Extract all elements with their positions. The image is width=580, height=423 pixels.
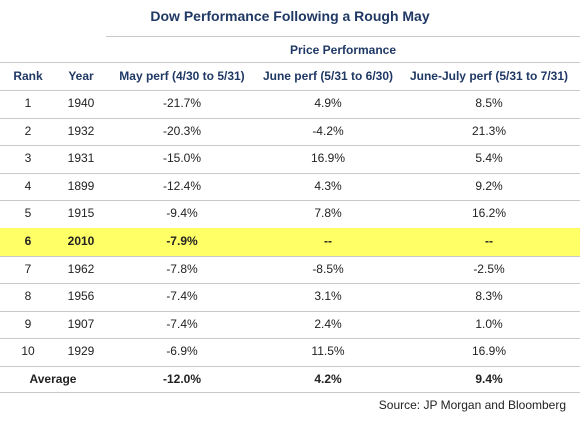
cell-june-july: 5.4% bbox=[475, 151, 503, 166]
price-performance-header: Price Performance bbox=[106, 36, 580, 63]
cell-year: 1899 bbox=[67, 178, 95, 193]
cell-may: -7.8% bbox=[166, 261, 198, 276]
cell-year: 1932 bbox=[67, 123, 95, 138]
row-divider bbox=[0, 117, 580, 119]
cell-year: 1956 bbox=[67, 289, 95, 304]
column-header-row: Rank Year May perf (4/30 to 5/31) June p… bbox=[0, 62, 580, 90]
table-row: 8 1956 -7.4% 3.1% 8.3% bbox=[0, 283, 580, 311]
average-june: 4.2% bbox=[314, 372, 342, 386]
cell-may: -7.9% bbox=[166, 234, 198, 248]
cell-may: -7.4% bbox=[166, 316, 198, 331]
cell-year: 2010 bbox=[67, 234, 95, 248]
cell-rank: 7 bbox=[24, 261, 32, 276]
cell-june-july: 21.3% bbox=[471, 123, 507, 138]
cell-june: 4.9% bbox=[314, 96, 342, 110]
average-label: Average bbox=[29, 372, 77, 386]
cell-june-july: 1.0% bbox=[475, 316, 503, 331]
cell-rank: 9 bbox=[24, 316, 32, 331]
cell-may: -9.4% bbox=[166, 206, 198, 221]
cell-rank: 3 bbox=[24, 151, 32, 166]
header-divider-bottom bbox=[0, 90, 580, 91]
table-row: 4 1899 -12.4% 4.3% 9.2% bbox=[0, 173, 580, 201]
cell-may: -12.4% bbox=[162, 178, 202, 193]
cell-june-july: 8.5% bbox=[475, 96, 503, 110]
cell-year: 1931 bbox=[67, 151, 95, 166]
cell-june: 2.4% bbox=[314, 316, 342, 331]
table-row: 6 2010 -7.9% -- -- bbox=[0, 228, 580, 256]
cell-year: 1907 bbox=[67, 316, 95, 331]
cell-june-july: -- bbox=[485, 234, 493, 248]
cell-rank: 8 bbox=[24, 289, 32, 304]
row-divider bbox=[0, 310, 580, 312]
column-header-rank: Rank bbox=[13, 69, 43, 83]
cell-june-july: 9.2% bbox=[475, 178, 503, 193]
cell-june: -4.2% bbox=[312, 123, 344, 138]
cell-rank: 4 bbox=[24, 178, 32, 193]
cell-rank: 1 bbox=[24, 96, 32, 110]
column-header-year: Year bbox=[68, 69, 94, 83]
cell-year: 1940 bbox=[67, 96, 95, 110]
cell-year: 1915 bbox=[67, 206, 95, 221]
cell-june: 7.8% bbox=[314, 206, 342, 221]
row-divider bbox=[0, 366, 580, 367]
cell-june: -- bbox=[324, 234, 332, 248]
cell-may: -20.3% bbox=[162, 123, 202, 138]
cell-june: 11.5% bbox=[311, 344, 345, 359]
cell-year: 1929 bbox=[67, 344, 95, 359]
table-title: Dow Performance Following a Rough May bbox=[150, 8, 430, 24]
cell-rank: 2 bbox=[24, 123, 32, 138]
cell-may: -21.7% bbox=[162, 96, 202, 110]
average-may: -12.0% bbox=[162, 372, 202, 386]
cell-june-july: 16.9% bbox=[471, 344, 507, 359]
cell-june: 4.3% bbox=[314, 178, 342, 193]
cell-may: -6.9% bbox=[166, 344, 198, 359]
table-row: 2 1932 -20.3% -4.2% 21.3% bbox=[0, 118, 580, 146]
cell-rank: 10 bbox=[21, 344, 35, 359]
row-divider bbox=[0, 283, 580, 285]
cell-june-july: -2.5% bbox=[473, 261, 505, 276]
column-header-june: June perf (5/31 to 6/30) bbox=[262, 69, 394, 83]
cell-may: -7.4% bbox=[166, 289, 198, 304]
table-row: 3 1931 -15.0% 16.9% 5.4% bbox=[0, 145, 580, 173]
column-header-may: May perf (4/30 to 5/31) bbox=[119, 69, 245, 83]
cell-rank: 5 bbox=[24, 206, 32, 221]
row-divider bbox=[0, 255, 580, 257]
source-note: Source: JP Morgan and Bloomberg bbox=[378, 398, 566, 412]
table-row: 9 1907 -7.4% 2.4% 1.0% bbox=[0, 311, 580, 339]
cell-may: -15.0% bbox=[162, 151, 202, 166]
cell-year: 1962 bbox=[67, 261, 95, 276]
cell-june: 16.9% bbox=[310, 151, 346, 166]
cell-june-july: 16.2% bbox=[471, 206, 507, 221]
average-june-july: 9.4% bbox=[475, 372, 503, 386]
cell-june: -8.5% bbox=[312, 261, 344, 276]
row-divider bbox=[0, 338, 580, 340]
column-header-june-july: June-July perf (5/31 to 7/31) bbox=[409, 69, 569, 83]
row-divider bbox=[0, 200, 580, 202]
cell-june-july: 8.3% bbox=[475, 289, 503, 304]
header-divider-top bbox=[0, 62, 580, 63]
table-row: 10 1929 -6.9% 11.5% 16.9% bbox=[0, 338, 580, 366]
table-row: 5 1915 -9.4% 7.8% 16.2% bbox=[0, 200, 580, 228]
cell-june: 3.1% bbox=[314, 289, 342, 304]
average-row: Average -12.0% 4.2% 9.4% bbox=[0, 366, 580, 392]
cell-rank: 6 bbox=[24, 234, 32, 248]
table-row: 7 1962 -7.8% -8.5% -2.5% bbox=[0, 256, 580, 284]
table-row: 1 1940 -21.7% 4.9% 8.5% bbox=[0, 90, 580, 118]
row-divider bbox=[0, 172, 580, 174]
source-divider bbox=[0, 392, 580, 393]
row-divider bbox=[0, 145, 580, 147]
